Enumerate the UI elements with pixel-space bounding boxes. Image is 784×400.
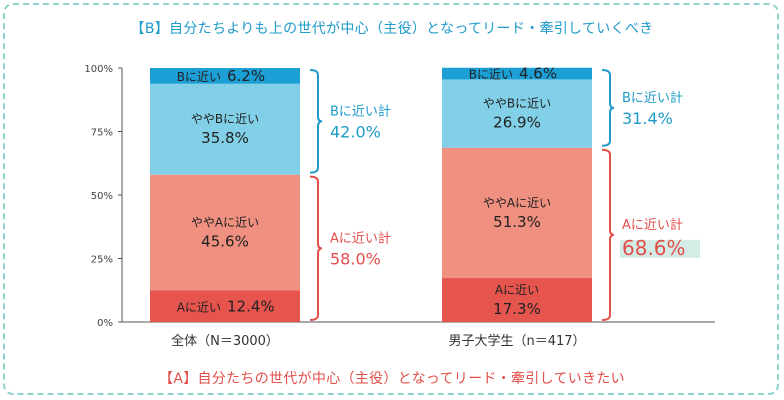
segment-label: ややBに近い [483, 97, 551, 111]
category-label: 全体（N＝3000） [171, 333, 279, 349]
bar-segment [442, 147, 592, 279]
segment-value: 12.4% [227, 297, 275, 315]
dashed-frame [3, 3, 779, 395]
bar-segment [150, 290, 300, 322]
y-tick-label: 100% [84, 64, 113, 75]
title-a-statement: 【A】自分たちの世代が中心（主役）となってリード・牽引していきたい [159, 371, 625, 387]
segment-value: 45.6% [201, 233, 249, 251]
total-label: Bに近い計 [330, 103, 391, 119]
total-value: 31.4% [622, 109, 673, 128]
total-bracket [601, 69, 615, 147]
segment-value: 17.3% [493, 300, 541, 318]
bar-segment [150, 83, 300, 175]
y-tick-label: 75% [91, 128, 113, 139]
total-value: 58.0% [330, 249, 381, 268]
segment-value: 26.9% [493, 114, 541, 132]
total-value: 68.6% [622, 236, 686, 260]
segment-label: ややAに近い [483, 196, 551, 210]
bar-segment [150, 174, 300, 291]
bar-segment [442, 79, 592, 148]
bar-segment [442, 278, 592, 322]
segment-label: ややAに近い [191, 216, 259, 230]
y-tick-label: 0% [97, 318, 113, 329]
segment-value: 35.8% [201, 129, 249, 147]
category-label: 男子大学生（n＝417） [448, 333, 585, 349]
total-label: Aに近い計 [330, 230, 391, 246]
total-bracket [309, 175, 323, 321]
total-highlight [620, 239, 700, 258]
y-tick-label: 25% [91, 255, 113, 266]
segment-label: Bに近い [177, 70, 221, 84]
segment-label: Aに近い [495, 283, 539, 297]
segment-value: 4.6% [519, 65, 557, 83]
bar-segment [442, 67, 592, 80]
segment-label: Bに近い [469, 68, 513, 82]
total-label: Aに近い計 [622, 217, 683, 233]
total-bracket [309, 69, 323, 174]
total-value: 42.0% [330, 122, 381, 141]
title-b-statement: 【B】自分たちよりも上の世代が中心（主役）となってリード・牽引していくべき [130, 21, 654, 37]
total-label: Bに近い計 [622, 90, 683, 106]
y-tick-label: 50% [91, 191, 113, 202]
segment-value: 6.2% [227, 67, 265, 85]
bar-segment [150, 68, 300, 84]
segment-value: 51.3% [493, 213, 541, 231]
segment-label: ややBに近い [191, 112, 259, 126]
segment-label: Aに近い [177, 300, 221, 314]
total-bracket [601, 148, 615, 321]
